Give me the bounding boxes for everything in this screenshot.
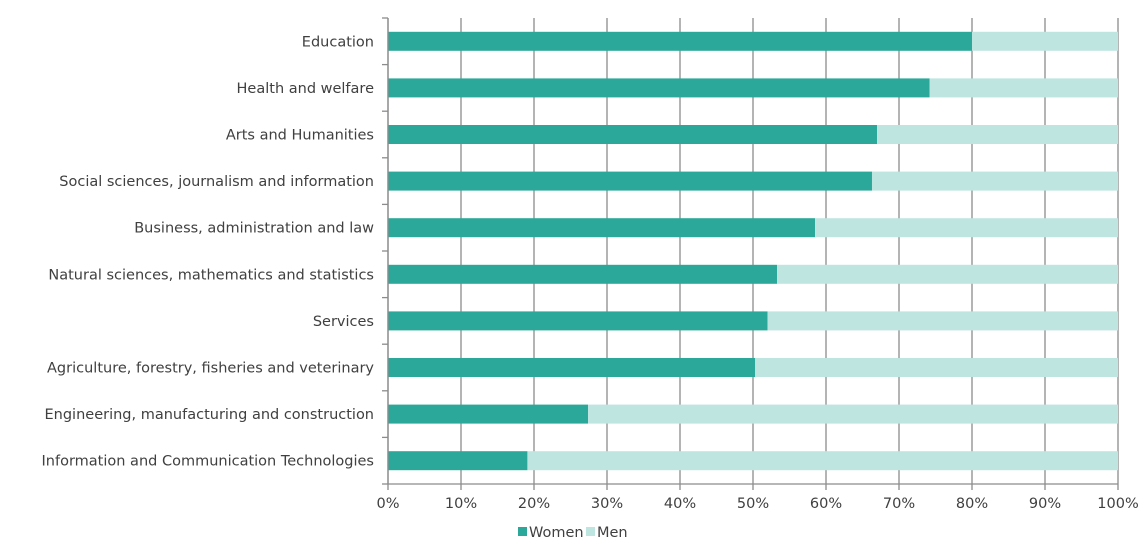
bar-women-4 [388,218,816,238]
bar-women-1 [388,78,930,98]
x-tick-label: 20% [518,496,550,512]
bar-men-3 [871,171,1118,191]
category-label: Natural sciences, mathematics and statis… [48,267,374,283]
bar-women-0 [388,31,972,51]
legend-swatch-women [518,527,527,536]
x-tick-label: 90% [1029,496,1061,512]
category-label: Information and Communication Technologi… [42,454,374,470]
bar-women-2 [388,125,878,144]
bar-women-9 [388,451,528,471]
x-tick-label: 50% [737,496,769,512]
x-tick-label: 100% [1097,496,1138,512]
x-tick-label: 80% [956,496,988,512]
bar-men-5 [777,264,1118,284]
bar-men-1 [929,78,1118,98]
bar-men-8 [588,404,1118,424]
bar-women-3 [388,171,872,191]
x-tick-label: 30% [591,496,623,512]
bar-women-7 [388,358,756,377]
bar-women-5 [388,264,778,284]
category-label: Engineering, manufacturing and construct… [45,407,375,423]
x-tick-label: 0% [376,496,399,512]
x-tick-label: 10% [445,496,477,512]
bar-men-6 [767,311,1118,331]
legend-label-women: Women [529,525,584,541]
legend-label-men: Men [597,525,628,541]
category-label: Agriculture, forestry, fisheries and vet… [47,361,374,377]
x-tick-label: 70% [883,496,915,512]
bar-women-6 [388,311,768,331]
x-tick-label: 60% [810,496,842,512]
bar-women-8 [388,404,589,424]
category-label: Arts and Humanities [226,128,374,144]
category-label: Services [313,314,374,330]
bar-men-9 [527,451,1118,471]
x-tick-label: 40% [664,496,696,512]
category-label: Education [302,34,374,50]
category-label: Business, administration and law [134,221,374,237]
bar-men-2 [877,125,1118,144]
category-label: Health and welfare [237,81,375,97]
legend-swatch-men [586,527,595,536]
bar-men-0 [972,31,1118,51]
bar-men-4 [815,218,1118,238]
category-label: Social sciences, journalism and informat… [59,174,374,190]
bar-men-7 [755,358,1118,377]
